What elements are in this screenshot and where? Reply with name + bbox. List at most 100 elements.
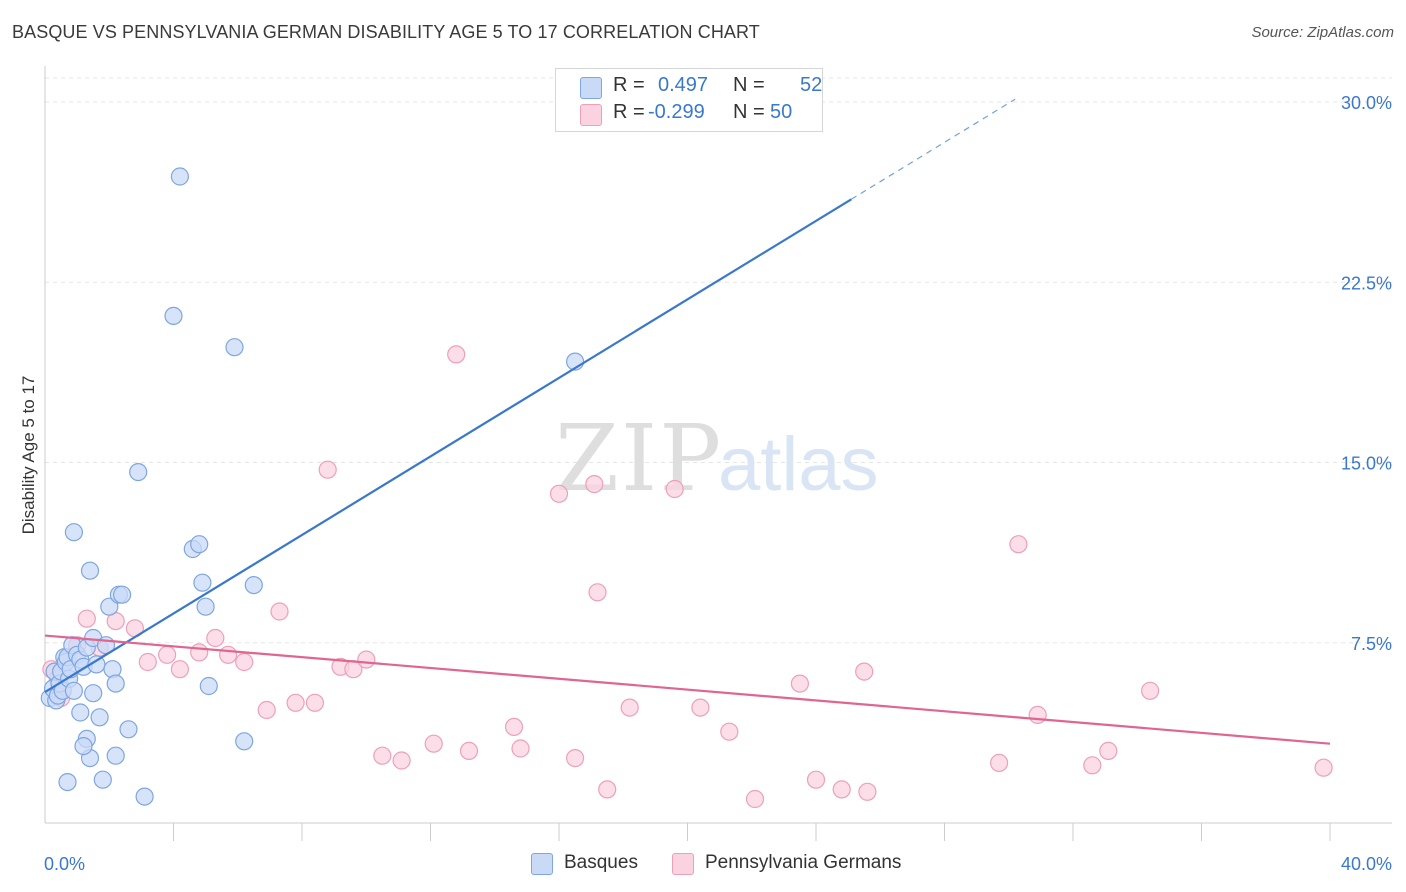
basques-point bbox=[119, 720, 138, 739]
watermark: ZIP atlas bbox=[555, 405, 879, 512]
penn-german-point bbox=[459, 741, 479, 761]
legend-n-value-penn: 50 bbox=[770, 101, 793, 123]
basques-point bbox=[199, 676, 218, 696]
penn-german-point bbox=[565, 748, 585, 768]
basques-point bbox=[190, 535, 209, 554]
penn-german-point bbox=[392, 751, 411, 770]
y-tick-label: 15.0% bbox=[1341, 454, 1392, 474]
legend-r-value-penn: -0.299 bbox=[648, 101, 705, 123]
penn-german-point bbox=[1140, 681, 1160, 700]
penn-german-point bbox=[206, 628, 225, 648]
penn-german-point bbox=[286, 693, 305, 712]
legend-n-value-basques: 52 bbox=[800, 74, 823, 96]
source-label: Source: ZipAtlas.com bbox=[1251, 24, 1394, 41]
y-axis-label: Disability Age 5 to 17 bbox=[19, 376, 38, 535]
penn-german-point bbox=[219, 645, 238, 664]
basques-point bbox=[196, 597, 215, 616]
penn-german-point bbox=[1083, 756, 1102, 775]
basques-point bbox=[71, 703, 90, 722]
legend-n-label: N = bbox=[733, 74, 765, 96]
penn-german-point bbox=[1009, 535, 1028, 554]
penn-german-point bbox=[373, 746, 392, 765]
penn-german-point bbox=[511, 739, 530, 758]
penn-german-point bbox=[138, 652, 157, 672]
basques-point bbox=[93, 770, 112, 789]
correlation-legend: R = 0.497 N = 52 R = -0.299 N = 50 bbox=[555, 68, 823, 132]
basques-point bbox=[235, 732, 254, 751]
basques-point bbox=[112, 585, 132, 604]
grid-layer bbox=[45, 77, 1392, 644]
x-tick-label: 40.0% bbox=[1341, 854, 1392, 874]
bottom-legend-swatch-penn bbox=[672, 853, 694, 875]
penn-german-point bbox=[257, 700, 276, 720]
basques-point bbox=[106, 746, 125, 765]
basques-point bbox=[170, 167, 189, 186]
penn-german-point bbox=[447, 345, 466, 364]
penn-german-point bbox=[504, 717, 524, 737]
basques-point bbox=[58, 772, 77, 792]
basques-point bbox=[106, 674, 125, 693]
watermark-atlas: atlas bbox=[718, 422, 879, 507]
penn-german-point bbox=[620, 698, 639, 717]
penn-german-point bbox=[745, 789, 765, 809]
basques-point bbox=[129, 463, 148, 482]
penn-german-point bbox=[77, 609, 96, 628]
legend-r-value-basques: 0.497 bbox=[658, 74, 709, 96]
penn-german-point bbox=[720, 722, 739, 741]
legend-r-label: R = bbox=[613, 101, 645, 123]
tick-label-layer: 7.5% 15.0% 22.5% 30.0% 0.0% 40.0% bbox=[44, 93, 1392, 874]
penn-german-point bbox=[1028, 705, 1047, 725]
penn-german-point bbox=[858, 782, 877, 801]
penn-german-point bbox=[549, 484, 569, 503]
basques-point bbox=[225, 338, 244, 357]
penn-german-point bbox=[585, 475, 604, 494]
chart-title: BASQUE VS PENNSYLVANIA GERMAN DISABILITY… bbox=[12, 22, 760, 42]
penn-german-point bbox=[318, 460, 337, 479]
penn-german-point bbox=[190, 643, 209, 662]
penn-german-point bbox=[170, 660, 189, 679]
watermark-zip: ZIP bbox=[555, 405, 723, 512]
penn-german-point bbox=[806, 770, 826, 789]
basques-point bbox=[100, 597, 119, 616]
basques-point bbox=[244, 575, 263, 595]
legend-n-label: N = bbox=[733, 101, 765, 123]
penn-german-point bbox=[832, 780, 851, 799]
y-tick-label: 22.5% bbox=[1341, 273, 1392, 293]
bottom-legend-swatch-basques bbox=[531, 853, 553, 875]
trend-layer bbox=[44, 98, 1331, 745]
penn-german-point bbox=[305, 693, 324, 712]
basques-point bbox=[64, 523, 84, 542]
bottom-legend-label-penn: Pennsylvania Germans bbox=[705, 852, 902, 873]
basques-point bbox=[135, 787, 154, 806]
basques-point bbox=[164, 306, 183, 325]
penn-german-point bbox=[665, 479, 684, 499]
penn-german-point bbox=[158, 645, 177, 664]
basques-point bbox=[193, 573, 212, 592]
penn-german-point bbox=[598, 780, 617, 799]
basques-point bbox=[90, 708, 109, 727]
penn-german-point bbox=[790, 674, 810, 693]
points-layer bbox=[40, 167, 1333, 809]
penn-german-point bbox=[855, 662, 874, 681]
basques-trend-line bbox=[44, 198, 852, 693]
basques-trend-extension bbox=[851, 98, 1016, 200]
legend-swatch-basques bbox=[580, 77, 602, 99]
penn-german-point bbox=[989, 753, 1009, 773]
basques-point bbox=[64, 681, 84, 700]
legend-r-label: R = bbox=[613, 74, 645, 96]
penn-german-point bbox=[691, 698, 710, 717]
penn-german-point bbox=[1099, 741, 1118, 761]
x-tick-label: 0.0% bbox=[44, 854, 85, 874]
penn-german-point bbox=[270, 602, 289, 621]
penn-german-trend-line bbox=[44, 634, 1331, 745]
penn-german-point bbox=[357, 650, 376, 669]
y-tick-label: 7.5% bbox=[1351, 634, 1392, 654]
basques-point bbox=[84, 684, 103, 703]
bottom-legend-label-basques: Basques bbox=[564, 852, 638, 873]
penn-german-point bbox=[424, 734, 443, 753]
y-tick-label: 30.0% bbox=[1341, 93, 1392, 113]
basques-point bbox=[74, 736, 93, 756]
penn-german-point bbox=[588, 583, 607, 602]
legend-swatch-penn bbox=[580, 104, 602, 126]
